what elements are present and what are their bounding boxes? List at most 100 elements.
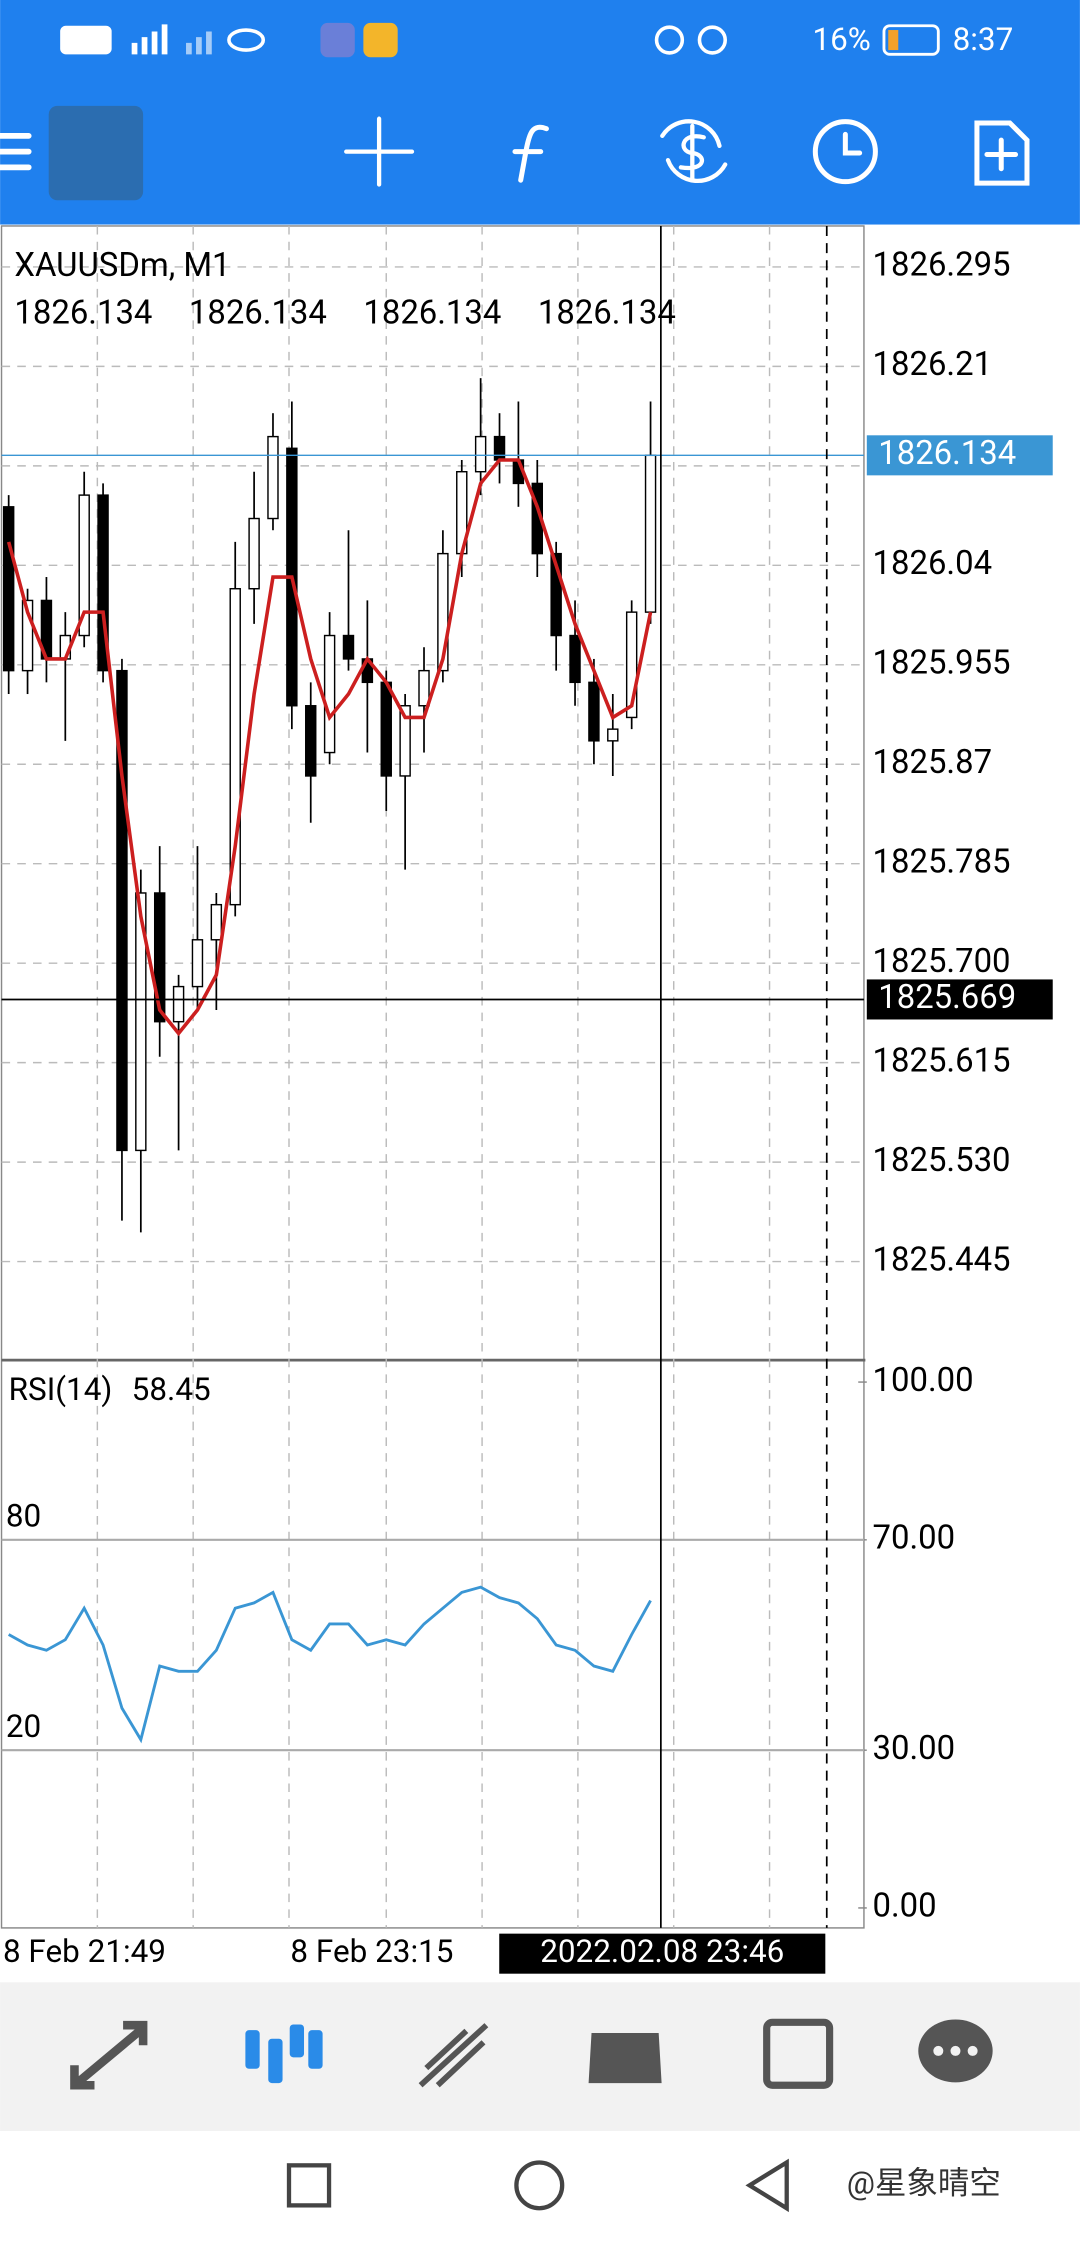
rsi-tick-label: 30.00	[873, 1729, 956, 1768]
candle-body	[191, 939, 204, 988]
rsi-title: RSI(14)	[9, 1371, 113, 1408]
new-order-button[interactable]	[974, 120, 1030, 186]
crosshair-time-bg	[499, 1933, 826, 1974]
candle-body	[399, 705, 411, 777]
history-button[interactable]	[812, 119, 878, 185]
news-tab[interactable]	[763, 2018, 834, 2089]
nav-bar	[286, 2158, 789, 2213]
battery-text: 16%	[812, 21, 870, 58]
rsi-line	[7, 1585, 652, 1744]
tabs	[70, 2018, 993, 2090]
candle-body	[116, 669, 128, 1152]
y-tick-label: 1825.785	[873, 842, 1011, 881]
tab-candle	[289, 2024, 305, 2058]
y-tick-label: 1825.700	[873, 942, 1011, 981]
app-icon	[363, 22, 398, 58]
chart-tab[interactable]	[245, 2024, 323, 2084]
crosshair-button[interactable]	[344, 116, 415, 187]
candle-body	[172, 985, 185, 1023]
toolbar	[0, 105, 1030, 201]
alarm-icon	[697, 25, 727, 55]
tab-bar	[0, 1982, 1080, 2132]
x-label: 8 Feb 21:49	[3, 1933, 166, 1970]
y-tick-label: 1826.21	[873, 345, 993, 384]
candle-body	[135, 892, 147, 1152]
home-button[interactable]	[514, 2160, 565, 2211]
tab-candle	[245, 2030, 260, 2069]
bid-label: 1826.134	[878, 434, 1016, 473]
candle-body	[437, 552, 449, 672]
indicators-button[interactable]	[512, 124, 549, 183]
symbol: XAUUSDm, M1	[14, 246, 230, 285]
candle-body	[229, 588, 241, 906]
candle-body	[21, 599, 34, 672]
ohlc-readout: 1826.134 1826.134 1826.134 1826.134	[14, 293, 675, 332]
y-tick-label: 1826.04	[873, 544, 993, 583]
candle-body	[342, 634, 355, 660]
app-logo[interactable]	[48, 105, 144, 201]
candle-body	[493, 435, 506, 461]
rsi-level-label: 80	[6, 1498, 41, 1535]
app-header	[0, 0, 1080, 225]
hd-icon	[60, 25, 112, 55]
bid-label-bg	[866, 435, 1053, 476]
candle-body	[267, 435, 279, 520]
candle-body	[588, 681, 600, 742]
dot	[950, 2045, 961, 2056]
rsi-tick-label: 0.00	[873, 1887, 937, 1926]
y-tick-label: 1825.955	[873, 643, 1011, 682]
menu-button[interactable]	[0, 133, 32, 171]
rsi-panel: 100.00 70.00 30.00 0.00 80 20	[1, 1361, 974, 1926]
candle-body	[305, 705, 317, 777]
status-icons	[60, 22, 940, 58]
battery-level	[888, 30, 899, 51]
candle-body	[323, 634, 336, 754]
trade-tab[interactable]	[418, 2023, 489, 2088]
candle-body	[418, 669, 430, 707]
candle-body	[550, 552, 562, 637]
dot	[933, 2045, 944, 2056]
crosshair-price: 1825.669	[878, 978, 1016, 1017]
quotes-tab[interactable]	[70, 2020, 148, 2090]
candle-body	[380, 681, 392, 777]
y-tick-label: 1825.87	[873, 743, 993, 782]
time-axis: 8 Feb 21:49 8 Feb 23:15 2022.02.08 23:46	[3, 1933, 826, 1974]
history-tab[interactable]	[588, 2033, 662, 2084]
rsi-level-label: 20	[6, 1708, 41, 1745]
app-icon	[320, 22, 355, 58]
candle-body	[97, 494, 109, 672]
y-tick-label: 1825.530	[873, 1141, 1011, 1180]
trade-button[interactable]	[660, 119, 728, 183]
clock: 8:37	[953, 21, 1014, 58]
price-panel: 1826.2951826.211826.1251826.041825.95518…	[1, 246, 1053, 1279]
ohlc-value: 1826.134	[538, 293, 676, 332]
rsi-tick-label: 70.00	[873, 1519, 956, 1558]
candle-body	[474, 435, 487, 473]
tab-candle	[268, 2038, 283, 2084]
nfc-icon	[654, 25, 685, 55]
y-tick-label: 1826.295	[873, 246, 1011, 285]
chart-frame	[0, 225, 865, 1929]
y-tick-label: 1825.615	[873, 1041, 1011, 1080]
signal-icon	[131, 24, 168, 55]
recents-button[interactable]	[286, 2163, 332, 2208]
eye-icon	[227, 28, 266, 52]
ohlc-value: 1826.134	[14, 293, 152, 332]
candle-body	[569, 634, 581, 684]
candle-body	[248, 517, 260, 590]
candle-body	[153, 892, 166, 1023]
dot	[967, 2045, 978, 2056]
clock-hands	[842, 131, 863, 156]
back-button[interactable]	[745, 2158, 789, 2213]
signal-icon-2	[186, 31, 212, 55]
watermark: @星象晴空	[847, 2165, 1001, 2202]
candle-body	[644, 454, 657, 613]
x-label: 8 Feb 23:15	[290, 1933, 453, 1970]
crosshair-time: 2022.02.08 23:46	[540, 1933, 784, 1970]
candle-body	[210, 903, 223, 941]
tab-candle	[308, 2030, 323, 2069]
battery-icon	[882, 24, 940, 56]
candle-body	[607, 728, 619, 742]
